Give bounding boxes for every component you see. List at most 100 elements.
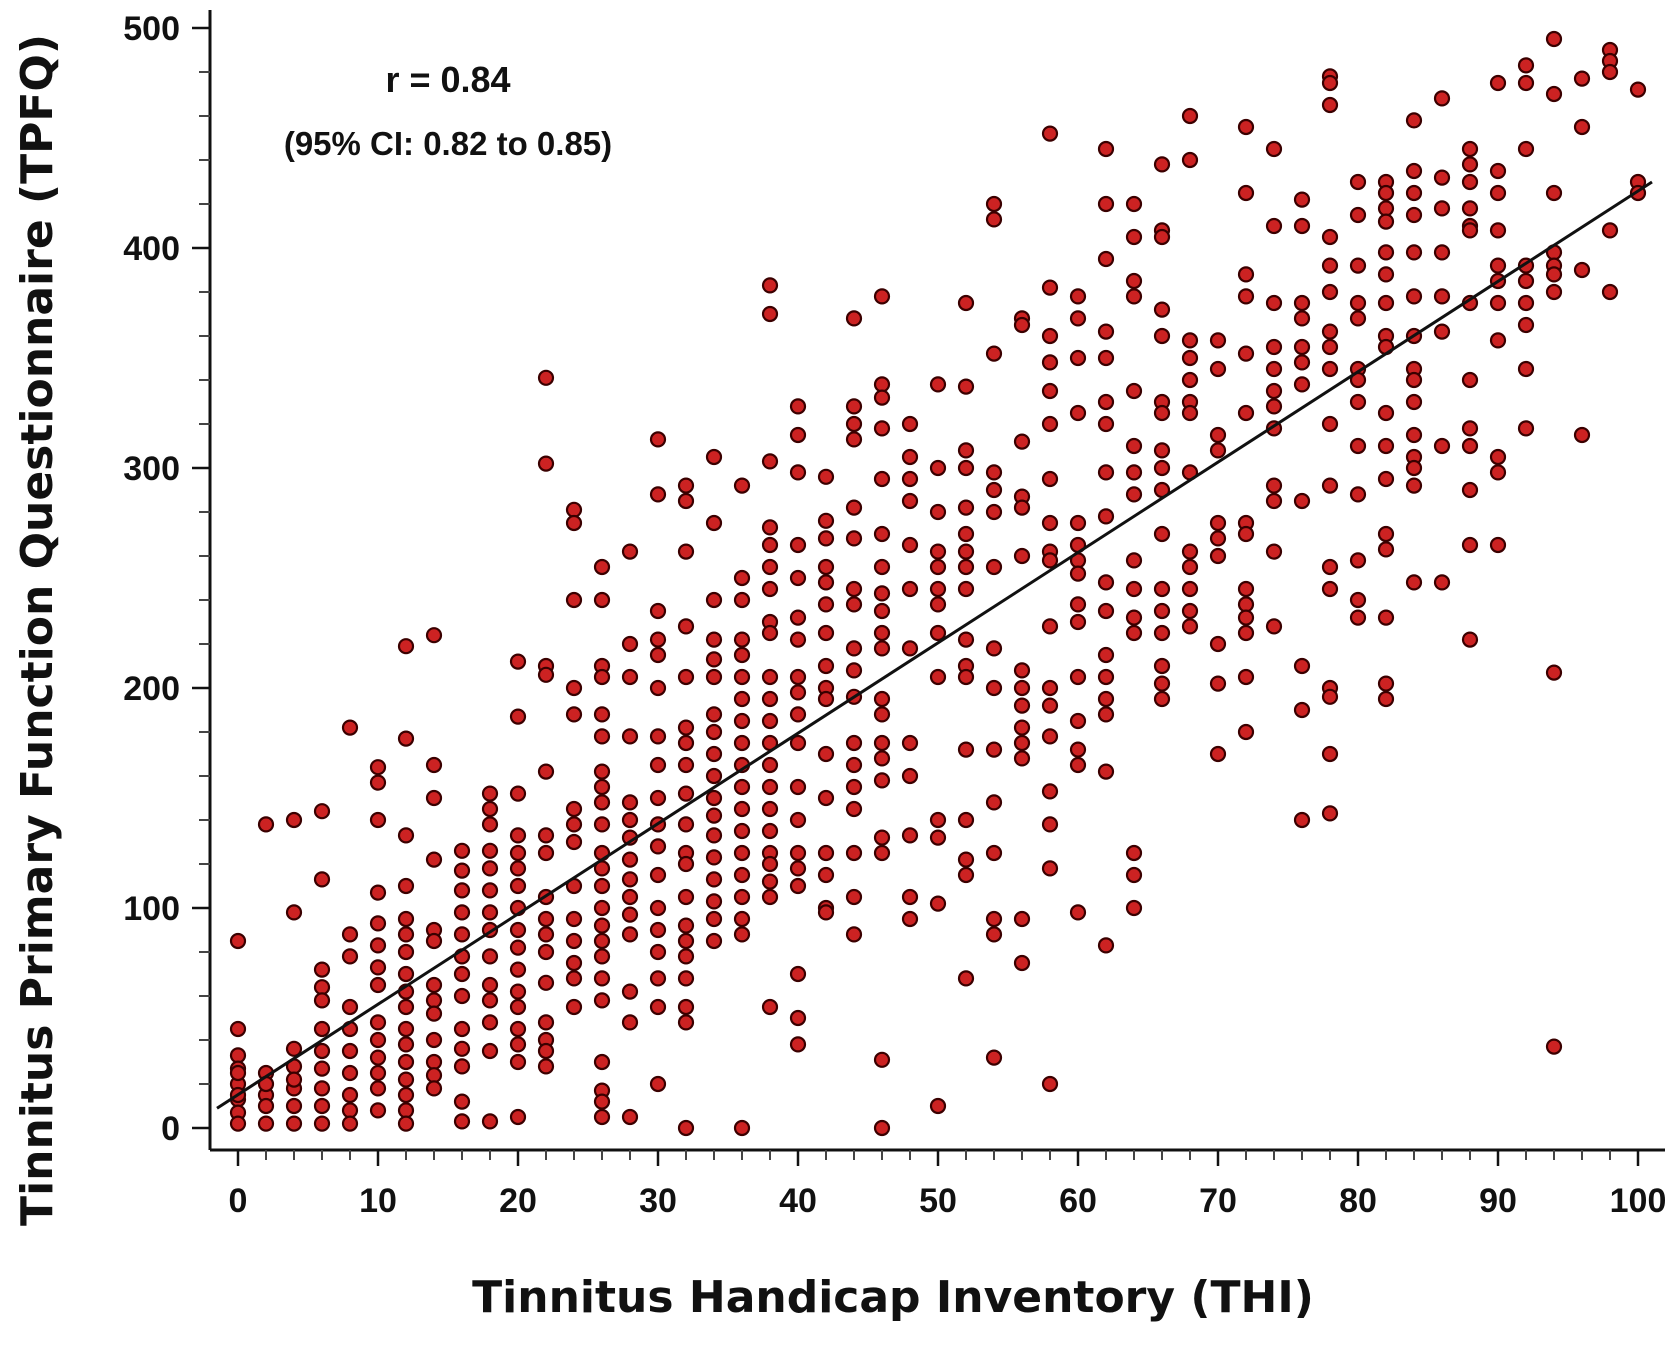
data-point — [1461, 437, 1479, 455]
data-point — [229, 1020, 247, 1038]
data-point — [621, 1108, 639, 1126]
data-point — [425, 756, 443, 774]
data-point — [537, 844, 555, 862]
data-point — [397, 926, 415, 943]
data-point — [1433, 200, 1451, 217]
data-point — [901, 536, 919, 554]
data-point — [649, 486, 667, 503]
data-point — [1125, 609, 1143, 626]
data-point — [1069, 404, 1087, 422]
data-point — [1013, 662, 1031, 679]
data-point — [1097, 646, 1115, 664]
data-point — [593, 1093, 611, 1110]
data-point — [1069, 756, 1087, 774]
data-point — [705, 706, 723, 723]
data-point — [1097, 415, 1115, 433]
data-point — [1097, 690, 1115, 708]
data-point — [285, 811, 303, 829]
data-point — [537, 1014, 555, 1031]
data-point — [313, 992, 331, 1009]
data-point — [397, 1020, 415, 1038]
data-point — [901, 767, 919, 785]
data-point — [705, 591, 723, 609]
data-point — [817, 904, 835, 921]
data-point — [1209, 547, 1227, 565]
data-point — [845, 756, 863, 774]
data-point — [1041, 679, 1059, 697]
data-point — [929, 895, 947, 912]
data-point — [397, 998, 415, 1016]
data-point — [985, 640, 1003, 657]
data-point — [817, 624, 835, 642]
data-point — [733, 778, 751, 796]
data-point — [985, 211, 1003, 228]
data-point — [621, 794, 639, 811]
data-point — [565, 833, 583, 851]
data-point — [873, 585, 891, 602]
data-point — [845, 662, 863, 679]
data-point — [481, 1042, 499, 1060]
data-point — [453, 926, 471, 943]
data-point — [1601, 222, 1619, 239]
data-point — [817, 530, 835, 547]
data-point — [369, 976, 387, 994]
data-point — [1489, 74, 1507, 92]
data-point — [733, 822, 751, 840]
data-point — [257, 1115, 275, 1132]
data-point — [1125, 624, 1143, 642]
data-point — [257, 1097, 275, 1115]
data-point — [733, 1119, 751, 1137]
x-tick-label: 100 — [1610, 1182, 1667, 1220]
data-point — [705, 807, 723, 824]
data-point — [677, 855, 695, 873]
data-point — [1097, 464, 1115, 481]
data-point — [1237, 723, 1255, 741]
x-tick-label: 40 — [779, 1182, 817, 1220]
data-point — [1125, 382, 1143, 400]
x-tick-label: 60 — [1059, 1182, 1097, 1220]
data-point — [873, 1051, 891, 1068]
data-point — [1349, 393, 1367, 411]
data-point — [845, 530, 863, 547]
data-point — [1013, 316, 1031, 334]
data-point — [1489, 257, 1507, 274]
data-point — [397, 638, 415, 655]
data-point — [397, 910, 415, 928]
data-point — [509, 827, 527, 844]
data-point — [873, 844, 891, 862]
data-point — [845, 888, 863, 906]
data-point — [1321, 415, 1339, 433]
data-point — [453, 1093, 471, 1110]
data-point — [1377, 690, 1395, 708]
data-point — [565, 932, 583, 950]
data-point — [677, 1119, 695, 1137]
data-point — [1377, 404, 1395, 422]
data-point — [1013, 719, 1031, 736]
data-point — [1349, 173, 1367, 191]
data-point — [761, 558, 779, 576]
data-point — [873, 624, 891, 642]
data-point — [677, 492, 695, 510]
data-point — [1125, 899, 1143, 917]
data-point — [1433, 437, 1451, 455]
data-point — [481, 785, 499, 802]
data-point — [1181, 543, 1199, 560]
data-point — [901, 470, 919, 488]
data-point — [341, 1042, 359, 1060]
data-point — [481, 816, 499, 833]
data-point — [1265, 217, 1283, 235]
data-point — [1041, 783, 1059, 800]
data-point — [1377, 244, 1395, 261]
data-point — [845, 415, 863, 433]
data-point — [845, 734, 863, 752]
data-point — [1377, 525, 1395, 543]
data-point — [1041, 618, 1059, 635]
data-point — [453, 1113, 471, 1130]
data-point — [1013, 499, 1031, 516]
data-point — [425, 1053, 443, 1071]
data-point — [341, 1064, 359, 1082]
data-point — [733, 926, 751, 943]
data-point — [761, 800, 779, 818]
data-point — [789, 734, 807, 752]
y-tick-label: 100 — [123, 890, 180, 928]
